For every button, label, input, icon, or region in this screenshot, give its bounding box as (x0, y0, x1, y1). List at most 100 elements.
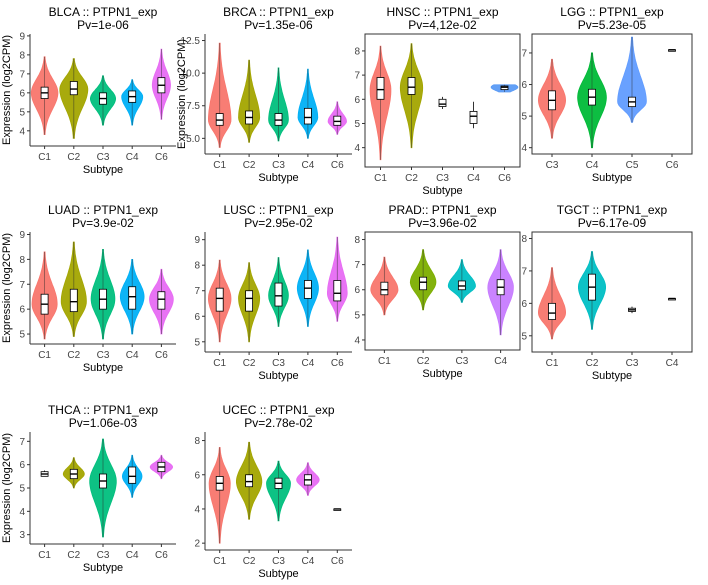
panel-pvalue: Pv=2.95e-02 (244, 216, 313, 230)
y-tick-label: 7 (354, 260, 360, 271)
panel-title: THCA :: PTPN1_exp (48, 403, 158, 417)
x-tick-label: C2 (417, 356, 430, 367)
violin-c2 (578, 251, 606, 330)
x-tick-label: C4 (126, 550, 139, 561)
x-tick-label: C4 (494, 356, 507, 367)
box-iqr (245, 474, 254, 488)
x-tick-label: C1 (213, 358, 226, 369)
violin-c3 (628, 306, 636, 314)
violin-c4 (577, 52, 607, 149)
violin-c2 (60, 241, 87, 337)
box-iqr (303, 107, 312, 125)
y-tick-label: 5 (19, 330, 25, 341)
violin-c4 (121, 79, 144, 126)
violin-c2 (399, 43, 424, 149)
x-tick-label: C2 (67, 152, 80, 163)
violin-c6 (327, 101, 347, 135)
violin-c1 (369, 45, 392, 161)
x-tick-label: C4 (666, 358, 679, 369)
box-iqr (157, 291, 166, 310)
y-tick-label: 6 (19, 305, 25, 316)
violin-c2 (59, 58, 89, 139)
violin-c2 (62, 457, 85, 489)
x-tick-label: C2 (67, 350, 80, 361)
y-tick-label: 12.5 (181, 36, 201, 47)
box-iqr (419, 276, 428, 291)
x-axis-label: Subtype (258, 568, 298, 580)
x-tick-label: C1 (38, 152, 51, 163)
panel-pvalue: Pv=6.17e-09 (578, 216, 647, 230)
y-tick-label: 8 (521, 234, 527, 245)
y-tick-label: 5 (19, 107, 25, 118)
violin-c1 (31, 251, 58, 340)
x-tick-label: C6 (155, 350, 168, 361)
box-iqr (407, 77, 416, 95)
panel-pvalue: Pv=1.06e-03 (69, 416, 138, 430)
x-tick-label: C2 (67, 550, 80, 561)
x-tick-label: C1 (378, 356, 391, 367)
panel-title: LUSC :: PTPN1_exp (223, 203, 333, 217)
violin-c1 (208, 447, 231, 544)
y-tick-label: 3 (19, 530, 25, 541)
violin-c6 (327, 236, 348, 322)
x-tick-label: C1 (213, 556, 226, 567)
violin-c2 (238, 59, 261, 143)
panel-pvalue: Pv=4,12e-02 (408, 18, 477, 32)
x-tick-label: C4 (302, 556, 315, 567)
violin-c6 (333, 508, 342, 511)
box-iqr (274, 282, 283, 307)
y-tick-label: 6 (194, 312, 200, 323)
y-tick-label: 7 (194, 286, 200, 297)
box-iqr (333, 280, 342, 302)
x-tick-label: C6 (331, 556, 344, 567)
y-tick-label: 7 (19, 437, 25, 448)
x-axis-label: Subtype (592, 370, 632, 382)
panel-pvalue: Pv=3.96e-02 (408, 216, 477, 230)
violin-c3 (89, 438, 117, 538)
x-axis-label: Subtype (83, 164, 123, 176)
y-tick-label: 6 (354, 285, 360, 296)
box-iqr (438, 98, 447, 107)
x-tick-label: C3 (97, 152, 110, 163)
violin-c5 (617, 36, 647, 123)
x-tick-label: C2 (243, 556, 256, 567)
x-tick-label: C6 (666, 160, 679, 171)
x-tick-label: C3 (272, 358, 285, 369)
box-iqr (128, 286, 137, 310)
x-tick-label: C2 (243, 160, 256, 171)
panel-title: LUAD :: PTPN1_exp (48, 203, 158, 217)
x-axis-label: Subtype (83, 362, 123, 374)
violin-c1 (207, 259, 232, 343)
panel-pvalue: Pv=5.23e-05 (578, 18, 647, 32)
violin-c3 (438, 96, 447, 109)
y-axis-label: Expression (log2CPM) (1, 433, 13, 543)
y-tick-label: 5.0 (186, 134, 200, 145)
x-tick-label: C1 (38, 350, 51, 361)
x-tick-label: C4 (126, 350, 139, 361)
x-tick-label: C2 (586, 358, 599, 369)
violin-c6 (668, 49, 676, 52)
y-tick-label: 4 (521, 143, 527, 154)
x-tick-label: C3 (436, 173, 449, 184)
y-tick-label: 5 (19, 484, 25, 495)
y-tick-label: 8 (19, 50, 25, 61)
x-tick-label: C4 (302, 160, 315, 171)
y-tick-label: 6 (354, 95, 360, 106)
y-tick-label: 7.5 (186, 101, 200, 112)
violin-c1 (370, 256, 399, 316)
x-tick-label: C4 (467, 173, 480, 184)
y-tick-label: 5 (194, 337, 200, 348)
x-tick-label: C6 (155, 550, 168, 561)
y-tick-label: 6 (521, 299, 527, 310)
box-iqr (376, 77, 385, 100)
violin-c2 (238, 262, 261, 343)
x-tick-label: C3 (272, 160, 285, 171)
y-tick-label: 8 (354, 235, 360, 246)
box-iqr (245, 290, 254, 312)
y-tick-label: 4 (194, 504, 200, 515)
